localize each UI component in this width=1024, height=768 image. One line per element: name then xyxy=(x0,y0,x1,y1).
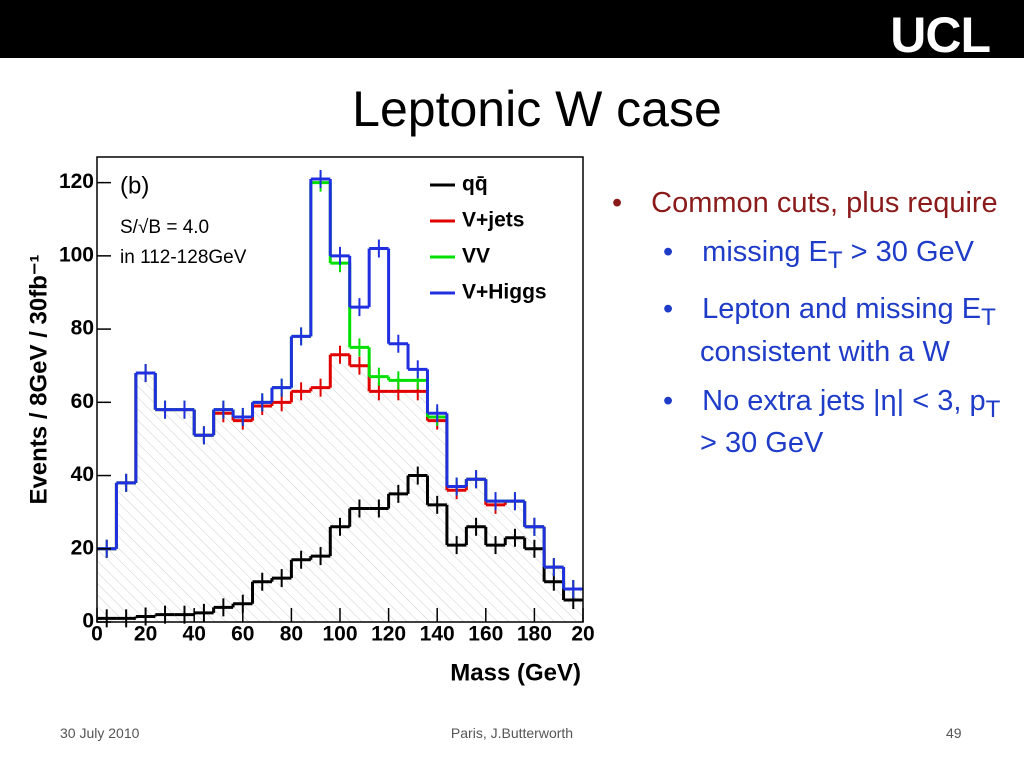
x-tick-label: 120 xyxy=(371,623,406,646)
text: consistent with a W xyxy=(700,335,950,368)
y-axis-title: Events / 8GeV / 30fb⁻¹ xyxy=(25,254,52,504)
x-tick-label: 100 xyxy=(322,623,357,646)
legend-label: qq̄ xyxy=(462,173,488,196)
sub-bullet: • No extra jets |η| < 3, pT > 30 GeV xyxy=(663,384,1001,460)
logo: UCL xyxy=(890,7,991,63)
x-tick-label: 180 xyxy=(517,623,552,646)
y-tick-label: 80 xyxy=(71,317,94,340)
subscript: T xyxy=(827,246,843,274)
text: Common cuts, plus require xyxy=(651,187,998,219)
slide-title: Leptonic W case xyxy=(352,81,722,137)
x-tick-label: 80 xyxy=(280,623,303,646)
legend-label: VV xyxy=(462,245,490,268)
footer-center: Paris, J.Butterworth xyxy=(450,725,574,741)
y-tick-label: 100 xyxy=(59,243,94,266)
sub-bullet: • Lepton and missing ET consistent with … xyxy=(663,292,996,368)
x-tick-label: 40 xyxy=(183,623,206,646)
subscript: T xyxy=(981,303,996,331)
annotation: S/√B = 4.0 xyxy=(120,217,209,238)
text: > 30 GeV xyxy=(700,427,824,460)
page-number: 49 xyxy=(946,725,962,741)
legend-label: V+Higgs xyxy=(462,281,547,304)
y-tick-label: 120 xyxy=(59,170,94,193)
x-tick-label: 20 xyxy=(134,623,157,646)
x-tick-label: 0 xyxy=(91,623,103,646)
text: Lepton and missing E xyxy=(702,292,982,325)
x-tick-label: 20 xyxy=(571,623,594,646)
y-tick-label: 20 xyxy=(71,536,94,559)
x-axis-title: Mass (GeV) xyxy=(450,659,581,686)
y-tick-label: 0 xyxy=(82,610,94,633)
series xyxy=(97,169,583,599)
y-tick-label: 60 xyxy=(71,390,94,413)
hatch-area xyxy=(97,354,583,622)
x-tick-label: 60 xyxy=(231,623,254,646)
sub-bullet: • missing ET > 30 GeV xyxy=(663,236,975,274)
text: missing E xyxy=(702,236,828,268)
text: > 30 GeV xyxy=(842,236,975,268)
bullet: • Common cuts, plus require xyxy=(612,187,998,219)
legend-label: V+jets xyxy=(462,209,524,232)
top-bar: UCL xyxy=(0,0,1024,63)
text: No extra jets |η| < 3, p xyxy=(702,384,986,417)
annotation: (b) xyxy=(120,172,149,199)
subscript: T xyxy=(985,395,1001,423)
x-tick-label: 160 xyxy=(468,623,503,646)
annotation: in 112-128GeV xyxy=(120,247,247,268)
y-tick-label: 40 xyxy=(71,463,94,486)
footer-date: 30 July 2010 xyxy=(60,725,140,741)
bullet-list: • Common cuts, plus require • missing ET … xyxy=(612,186,1012,461)
x-tick-label: 140 xyxy=(420,623,455,646)
chart: 0 20 40 60 80 100 120 0 20 40 60 80 100 120 140 160 180 2… xyxy=(25,156,595,686)
